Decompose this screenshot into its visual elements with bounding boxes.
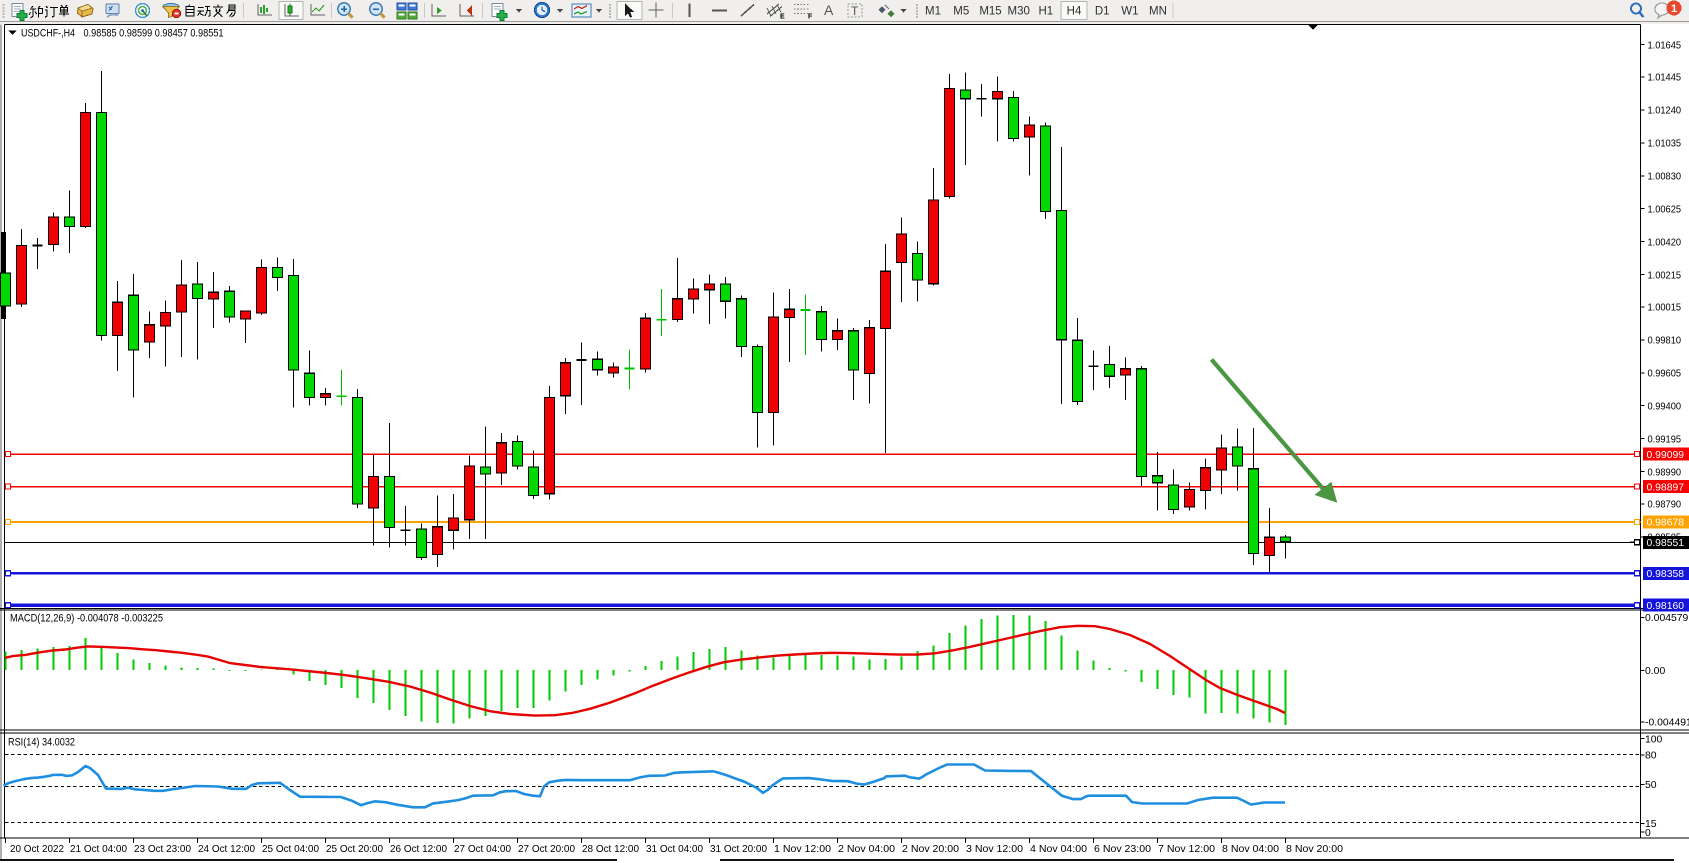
svg-text:31 Oct 20:00: 31 Oct 20:00	[710, 844, 767, 855]
svg-text:M15: M15	[979, 6, 1001, 18]
svg-text:1.00420: 1.00420	[1648, 238, 1682, 249]
svg-text:A: A	[824, 2, 834, 18]
svg-text:21 Oct 04:00: 21 Oct 04:00	[70, 844, 127, 855]
svg-text:H1: H1	[1038, 6, 1053, 18]
svg-text:W1: W1	[1121, 6, 1138, 18]
svg-text:0.004579: 0.004579	[1645, 613, 1689, 624]
svg-text:28 Oct 12:00: 28 Oct 12:00	[582, 844, 639, 855]
svg-text:0: 0	[1645, 828, 1651, 839]
svg-text:M5: M5	[953, 6, 969, 18]
svg-text:0.99400: 0.99400	[1648, 402, 1682, 413]
svg-text:0.99195: 0.99195	[1648, 435, 1682, 446]
svg-text:20 Oct 2022: 20 Oct 2022	[10, 844, 64, 855]
svg-text:1.01240: 1.01240	[1648, 106, 1682, 117]
svg-text:7 Nov 12:00: 7 Nov 12:00	[1158, 844, 1215, 855]
svg-text:D1: D1	[1095, 6, 1110, 18]
svg-text:1: 1	[1671, 3, 1677, 15]
svg-text:0.98790: 0.98790	[1648, 500, 1682, 511]
svg-text:80: 80	[1645, 751, 1657, 762]
svg-text:H4: H4	[1067, 6, 1082, 18]
svg-text:8 Nov 20:00: 8 Nov 20:00	[1286, 844, 1343, 855]
svg-text:26 Oct 12:00: 26 Oct 12:00	[390, 844, 447, 855]
svg-text:15: 15	[1645, 819, 1657, 830]
svg-text:31 Oct 04:00: 31 Oct 04:00	[646, 844, 703, 855]
svg-text:50: 50	[1645, 780, 1657, 791]
svg-text:0.98358: 0.98358	[1647, 569, 1685, 580]
svg-text:1.00625: 1.00625	[1648, 205, 1682, 216]
svg-text:3 Nov 12:00: 3 Nov 12:00	[966, 844, 1023, 855]
svg-text:M30: M30	[1008, 6, 1030, 18]
svg-text:6 Nov 23:00: 6 Nov 23:00	[1094, 844, 1151, 855]
svg-text:RSI(14) 34.0032: RSI(14) 34.0032	[8, 737, 75, 749]
svg-text:0.98551: 0.98551	[1647, 538, 1685, 549]
svg-text:MN: MN	[1149, 6, 1167, 18]
svg-text:25 Oct 04:00: 25 Oct 04:00	[262, 844, 319, 855]
svg-text:0.99605: 0.99605	[1648, 369, 1682, 380]
svg-text:4 Nov 04:00: 4 Nov 04:00	[1030, 844, 1087, 855]
svg-text:2 Nov 04:00: 2 Nov 04:00	[838, 844, 895, 855]
svg-text:1.00830: 1.00830	[1648, 172, 1682, 183]
svg-text:1 Nov 12:00: 1 Nov 12:00	[774, 844, 831, 855]
svg-text:8 Nov 04:00: 8 Nov 04:00	[1222, 844, 1279, 855]
svg-text:0.99099: 0.99099	[1647, 450, 1685, 461]
svg-text:24 Oct 12:00: 24 Oct 12:00	[198, 844, 255, 855]
svg-text:23 Oct 23:00: 23 Oct 23:00	[134, 844, 191, 855]
svg-text:100: 100	[1645, 735, 1663, 746]
svg-text:-0.004491: -0.004491	[1645, 718, 1689, 729]
svg-text:2 Nov 20:00: 2 Nov 20:00	[902, 844, 959, 855]
svg-text:1.01445: 1.01445	[1648, 73, 1682, 84]
svg-text:USDCHF-,H4: USDCHF-,H4	[21, 27, 75, 39]
svg-text:MACD(12,26,9) -0.004078 -0.003: MACD(12,26,9) -0.004078 -0.003225	[10, 613, 163, 625]
svg-text:0.98990: 0.98990	[1648, 467, 1682, 478]
svg-text:1.00015: 1.00015	[1648, 303, 1682, 314]
svg-text:E: E	[780, 14, 785, 21]
svg-text:1.01645: 1.01645	[1648, 41, 1682, 52]
svg-text:T: T	[851, 4, 859, 18]
svg-text:25 Oct 20:00: 25 Oct 20:00	[326, 844, 383, 855]
svg-text:0.99810: 0.99810	[1648, 336, 1682, 347]
svg-text:27 Oct 20:00: 27 Oct 20:00	[518, 844, 575, 855]
svg-text:1.00215: 1.00215	[1648, 270, 1682, 281]
svg-text:M1: M1	[925, 6, 941, 18]
svg-text:F: F	[808, 14, 813, 21]
svg-text:0.98160: 0.98160	[1647, 601, 1685, 612]
svg-text:0.98678: 0.98678	[1647, 518, 1685, 529]
svg-text:1.01035: 1.01035	[1648, 139, 1682, 150]
svg-text:0.98897: 0.98897	[1647, 482, 1685, 493]
svg-text:0.98585 0.98599 0.98457 0.9855: 0.98585 0.98599 0.98457 0.98551	[84, 27, 224, 39]
svg-text:27 Oct 04:00: 27 Oct 04:00	[454, 844, 511, 855]
svg-text:0.00: 0.00	[1645, 666, 1665, 677]
